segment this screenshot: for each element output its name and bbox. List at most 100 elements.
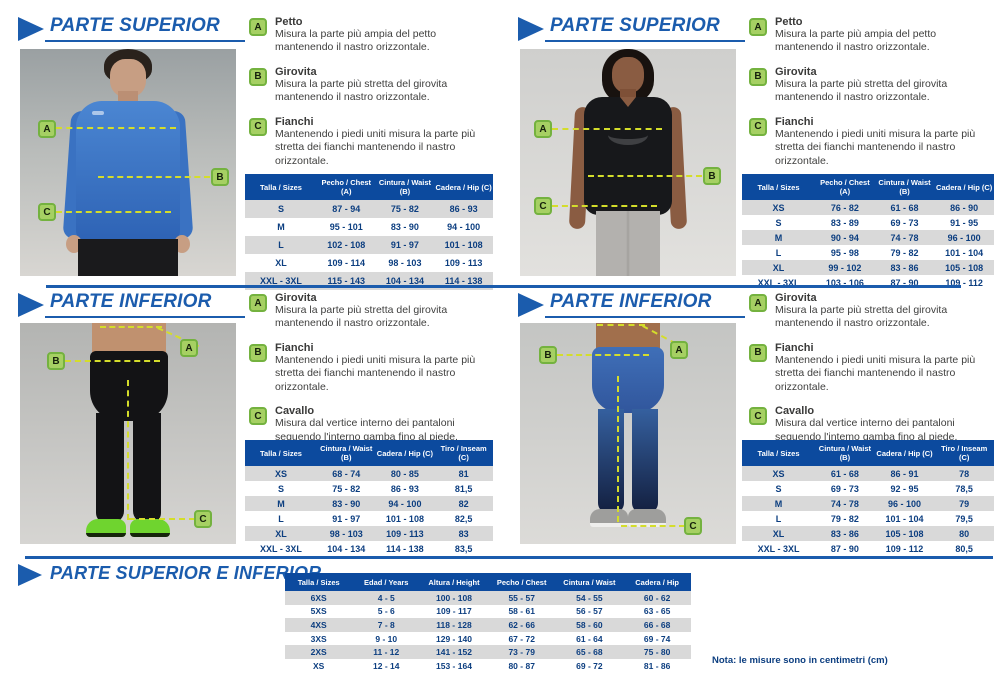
table-cell: 96 - 100 [947,232,981,243]
measure-line-c-vertical [127,380,129,520]
table-cell: 69 - 73 [830,483,859,494]
column-header: Talla / Sizes [285,573,353,591]
section-divider [25,556,993,559]
section-title-men-lower: PARTE INFERIOR [50,291,212,312]
measure-name: Petto [775,16,803,28]
measure-desc: Mantenendo i piedi uniti misura la parte… [275,127,476,167]
column-header: Cintura / Waist (B) [874,174,935,200]
table-cell: XL [275,528,287,539]
table-cell: 109 - 117 [436,606,472,617]
table-cell: 129 - 140 [436,633,472,644]
section-arrow-icon [518,293,544,317]
table-row: 2XS 11 - 12 141 - 152 73 - 79 65 - 68 75 - 80 [285,645,691,659]
photo-badge-c: C [38,203,56,221]
measure-badge-a: A [249,18,267,36]
table-cell: 83 [458,528,469,539]
measure-legend-women-lower: A Girovita Misura la parte più stretta d… [749,292,995,455]
table-cell: 55 - 57 [508,592,535,603]
measure-desc: Mantenendo i piedi uniti misura la parte… [775,127,976,167]
table-cell: 114 - 138 [444,276,483,286]
silhouette-shoe [86,519,126,537]
photo-badge-b: B [703,167,721,185]
table-row: XS 12 - 14 153 - 164 80 - 87 69 - 72 81 - 86 [285,659,691,673]
column-header: Talla / Sizes [742,174,816,200]
table-cell: 109 - 113 [444,258,483,268]
column-header: Altura / Height [420,573,488,591]
silhouette-leg [96,413,124,523]
table-cell: XS [313,660,325,671]
table-row: XS 68 - 74 80 - 85 81 [245,466,493,481]
table-cell: XS [772,202,785,213]
legend-text: Fianchi Mantenendo i piedi uniti misura … [275,342,495,394]
size-table-women-upper: Talla / Sizes Pecho / Chest (A) Cintura / … [742,174,994,290]
table-cell: 83,5 [454,543,473,554]
table-cell: L [278,513,284,524]
table-cell: 62 - 66 [508,619,535,630]
legend-text: Fianchi Mantenendo i piedi uniti misura … [275,116,495,168]
measure-name: Girovita [775,65,817,78]
measure-line-b [65,360,160,362]
table-cell: 76 - 82 [830,202,859,213]
measure-name: Fianchi [775,341,814,354]
measure-line-a [56,127,176,129]
table-row: L 79 - 82 101 - 104 79,5 [742,511,994,526]
table-cell: 3XS [310,633,327,644]
table-cell: 86 - 90 [950,202,979,213]
table-cell: 83 - 89 [830,217,859,228]
measure-line-b [588,175,702,177]
table-row: M 74 - 78 96 - 100 79 [742,496,994,511]
photo-badge-c: C [194,510,212,528]
table-cell: 69 - 72 [576,660,603,671]
table-cell: M [277,498,285,509]
measure-name: Cavallo [775,405,815,418]
section-title-kids: PARTE SUPERIOR E INFERIOR [50,563,322,583]
table-cell: 61 - 64 [576,633,603,644]
table-cell: 102 - 108 [327,240,366,250]
photo-badge-b: B [539,346,557,364]
table-row: L 95 - 98 79 - 82 101 - 104 [742,245,994,260]
table-cell: 9 - 10 [375,633,398,644]
table-cell: 11 - 12 [373,647,400,658]
table-cell: 6XS [310,592,327,603]
table-cell: 67 - 72 [508,633,535,644]
silhouette-leggings-hip [592,347,664,413]
photo-man-upper [20,49,236,276]
table-cell: 12 - 14 [373,660,400,671]
table-cell: 101 - 108 [444,240,483,250]
table-header-row: Talla / Sizes Cintura / Waist (B) Cadera /… [245,440,493,466]
table-cell: 141 - 152 [436,647,472,658]
silhouette-face [110,59,146,97]
section-arrow-icon [518,17,544,41]
table-cell: 78,5 [955,483,973,494]
measure-badge-c: C [749,117,767,136]
legend-item: B Girovita Misura la parte più stretta d… [249,66,495,105]
column-header: Tiro / Inseam (C) [934,440,994,466]
column-header: Talla / Sizes [742,440,816,466]
table-cell: 100 - 108 [436,592,472,603]
section-title-women-lower: PARTE INFERIOR [550,291,712,312]
table-cell: 54 - 55 [576,592,603,603]
table-cell: 87 - 90 [890,277,919,288]
table-cell: 98 - 103 [388,258,422,268]
silhouette-leggings [596,211,660,276]
table-cell: 104 - 134 [327,543,366,554]
table-cell: 109 - 112 [885,543,924,554]
table-cell: 83 - 86 [830,528,859,539]
legend-text: Fianchi Mantenendo i piedi uniti misura … [775,342,995,394]
table-row: XS 61 - 68 86 - 91 78 [742,466,994,481]
size-table-kids: Talla / Sizes Edad / Years Altura / Height… [285,573,691,673]
photo-badge-c: C [684,517,702,535]
measure-badge-c: C [749,407,767,426]
table-row: XL 99 - 102 83 - 86 105 - 108 [742,260,994,275]
legend-text: Girovita Misura la parte più stretta del… [775,66,995,105]
table-cell: 74 - 78 [890,232,919,243]
table-header-row: Talla / Sizes Pecho / Chest (A) Cintura / … [245,174,493,200]
table-cell: 91 - 97 [332,513,361,524]
measure-badge-c: C [249,117,267,136]
measure-line-b [557,354,649,356]
table-cell: M [774,232,783,243]
size-table-men-lower: Talla / Sizes Cintura / Waist (B) Cadera /… [245,440,493,556]
legend-item: C Fianchi Mantenendo i piedi uniti misur… [749,116,995,168]
table-cell: 56 - 57 [576,606,603,617]
table-cell: XXL - 3XL [757,277,800,288]
